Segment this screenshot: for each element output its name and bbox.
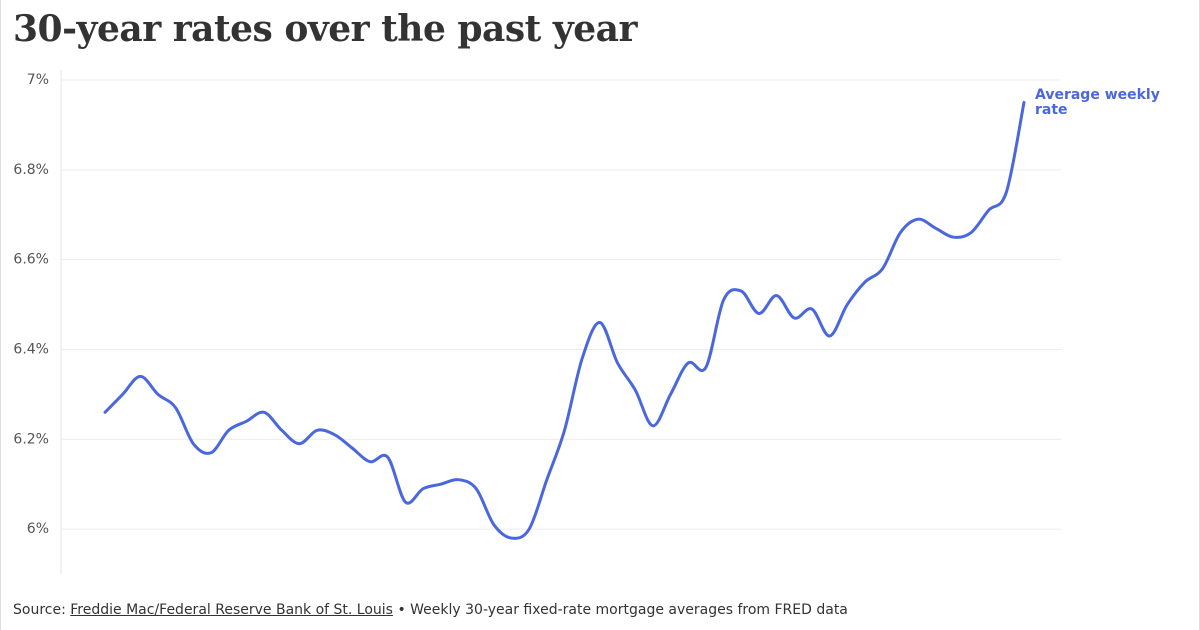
y-tick-label: 6.8% <box>13 162 49 178</box>
chart-title: 30-year rates over the past year <box>13 8 637 50</box>
line <box>103 100 1026 540</box>
source-label: Source: <box>13 602 66 618</box>
y-tick-label: 6.4% <box>13 341 49 357</box>
y-tick-label: 7% <box>27 72 49 88</box>
source-note: • Weekly 30-year fixed-rate mortgage ave… <box>397 602 848 618</box>
y-tick-label: 6.6% <box>13 252 49 268</box>
y-tick-label: 6.2% <box>13 431 49 447</box>
y-tick-label: 6% <box>27 521 49 537</box>
source-link[interactable]: Freddie Mac/Federal Reserve Bank of St. … <box>70 602 393 618</box>
source: Source: Freddie Mac/Federal Reserve Bank… <box>13 602 848 618</box>
series-label: Average weekly rate <box>1035 87 1160 118</box>
